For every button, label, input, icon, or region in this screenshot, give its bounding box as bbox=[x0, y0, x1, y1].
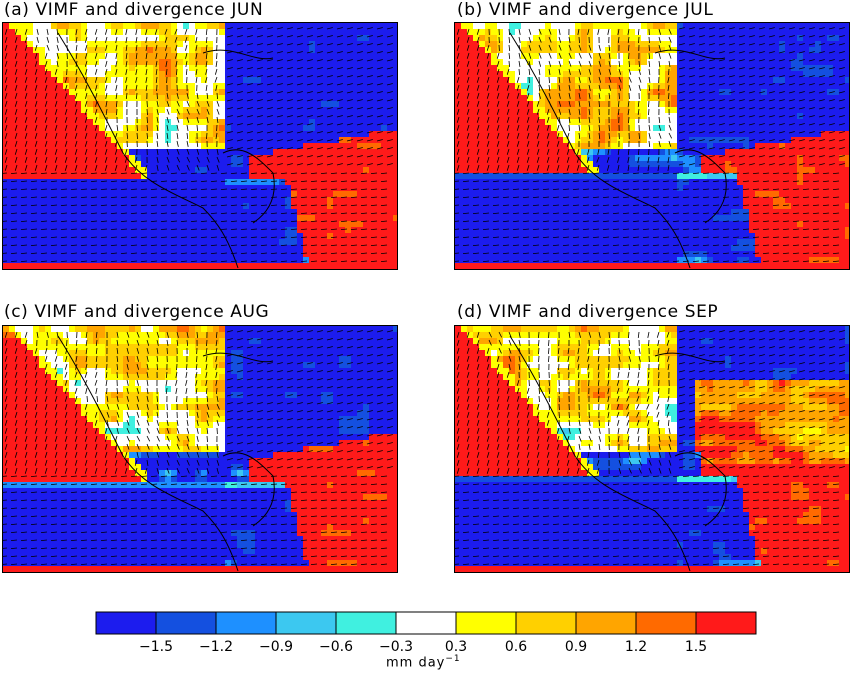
coastline bbox=[509, 32, 727, 269]
panel-b-map bbox=[454, 22, 850, 270]
panel-c-map bbox=[2, 325, 398, 573]
vimf-vectors bbox=[455, 330, 845, 565]
coastline bbox=[509, 335, 727, 572]
colorbar-swatch bbox=[575, 611, 637, 635]
panel-c-title: (c) VIMF and divergence AUG bbox=[4, 302, 270, 322]
colorbar-swatch bbox=[455, 611, 517, 635]
colorbar-tick-label: 1.5 bbox=[684, 639, 708, 655]
vimf-vectors bbox=[455, 27, 845, 262]
colorbar-swatch bbox=[95, 611, 157, 635]
colorbar-tick-label: −0.9 bbox=[259, 639, 293, 655]
coastline bbox=[57, 32, 275, 269]
colorbar-swatch bbox=[275, 611, 337, 635]
units-label: mm day−1 bbox=[386, 654, 461, 670]
panel-b-title: (b) VIMF and divergence JUL bbox=[457, 0, 714, 20]
units-exponent: −1 bbox=[445, 654, 461, 664]
colorbar-swatch bbox=[635, 611, 697, 635]
colorbar-swatch bbox=[155, 611, 217, 635]
colorbar-tick-label: −1.2 bbox=[199, 639, 233, 655]
colorbar-swatch bbox=[215, 611, 277, 635]
colorbar-tick-label: −1.5 bbox=[139, 639, 173, 655]
units-text: mm day bbox=[386, 655, 446, 671]
colorbar-swatch bbox=[335, 611, 397, 635]
colorbar-tick-label: −0.6 bbox=[319, 639, 353, 655]
colorbar-tick-label: −0.3 bbox=[379, 639, 413, 655]
divergence-field bbox=[3, 326, 397, 572]
vimf-vectors bbox=[3, 330, 393, 565]
divergence-field bbox=[455, 23, 849, 269]
colorbar-tick-label: 0.6 bbox=[504, 639, 528, 655]
colorbar-tick-label: 0.3 bbox=[444, 639, 468, 655]
colorbar-tick-label: 0.9 bbox=[564, 639, 588, 655]
vimf-vectors bbox=[3, 27, 393, 262]
panel-d-title: (d) VIMF and divergence SEP bbox=[457, 302, 719, 322]
colorbar-swatch bbox=[395, 611, 457, 635]
colorbar-swatch bbox=[695, 611, 757, 635]
divergence-field bbox=[455, 326, 849, 572]
coastline bbox=[57, 335, 275, 572]
colorbar bbox=[95, 611, 757, 635]
panel-a-title: (a) VIMF and divergence JUN bbox=[4, 0, 264, 20]
colorbar-tick-label: 1.2 bbox=[624, 639, 648, 655]
colorbar-swatch bbox=[515, 611, 577, 635]
divergence-field bbox=[3, 23, 397, 269]
panel-d-map bbox=[454, 325, 850, 573]
panel-a-map bbox=[2, 22, 398, 270]
